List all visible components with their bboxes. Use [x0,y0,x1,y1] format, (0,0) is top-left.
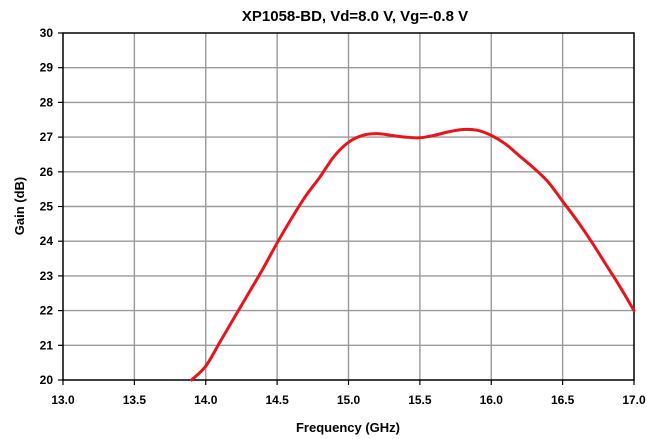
y-tick-label: 27 [40,130,54,144]
x-tick-label: 15.0 [337,393,361,407]
x-axis-label: Frequency (GHz) [296,420,400,435]
y-tick-label: 28 [40,95,54,109]
x-tick-label: 13.0 [51,393,75,407]
y-tick-label: 29 [40,61,54,75]
gain-series-line [189,127,636,382]
x-tick-label: 14.5 [265,393,289,407]
y-axis: 20 21 22 23 24 25 26 27 28 29 30 [40,26,63,387]
x-axis: 13.0 13.5 14.0 14.5 15.0 15.5 16.0 16.5 17.0 [51,380,646,407]
y-tick-label: 20 [40,373,54,387]
x-tick-label: 13.5 [123,393,147,407]
x-tick-label: 17.0 [622,393,646,407]
y-tick-label: 26 [40,165,54,179]
y-tick-label: 23 [40,269,54,283]
y-tick-label: 21 [40,338,54,352]
chart-title: XP1058-BD, Vd=8.0 V, Vg=-0.8 V [242,8,468,25]
x-tick-label: 16.5 [551,393,575,407]
series-layer [189,127,636,382]
y-tick-label: 25 [40,200,54,214]
y-tick-label: 24 [40,234,54,248]
x-tick-label: 16.0 [480,393,504,407]
y-tick-label: 22 [40,304,54,318]
grid-lines [63,33,634,380]
x-tick-label: 15.5 [408,393,432,407]
x-tick-label: 14.0 [194,393,218,407]
y-tick-label: 30 [40,26,54,40]
y-axis-label: Gain (dB) [12,177,27,236]
